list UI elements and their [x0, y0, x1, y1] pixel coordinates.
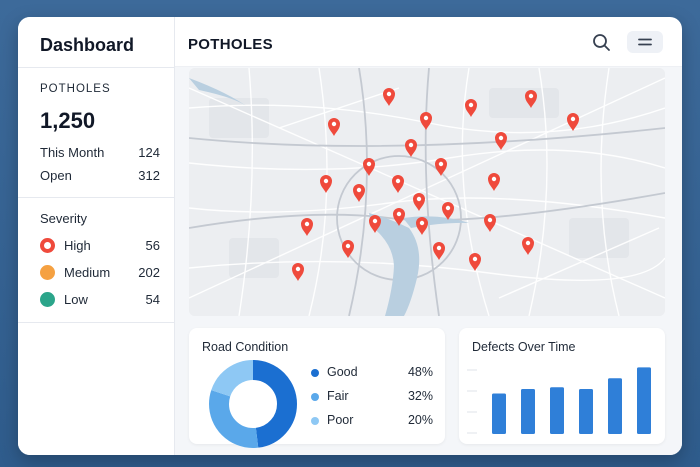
pothole-pin-icon[interactable] — [383, 88, 395, 106]
stat-this-month: This Month 124 — [40, 145, 160, 160]
defects-bar — [521, 389, 535, 434]
donut-slice-fair — [209, 360, 297, 448]
pothole-pins — [292, 88, 579, 281]
pothole-pin-icon[interactable] — [469, 253, 481, 271]
pothole-map[interactable] — [189, 68, 665, 316]
severity-low-row[interactable]: Low 54 — [40, 291, 160, 309]
pothole-pin-icon[interactable] — [392, 175, 404, 193]
main-content: Road Condition Good 48% Fair 32% Poor 20… — [175, 67, 682, 455]
legend-percent: 48% — [407, 365, 433, 379]
map-canvas[interactable] — [189, 68, 665, 316]
divider — [18, 67, 174, 68]
pothole-pin-icon[interactable] — [567, 113, 579, 131]
legend-label: Fair — [327, 389, 349, 403]
medium-severity-dot-icon — [40, 265, 55, 280]
defects-bar-chart — [467, 367, 651, 434]
pothole-pin-icon[interactable] — [416, 217, 428, 235]
severity-count: 54 — [145, 292, 160, 307]
defects-bar — [637, 367, 651, 434]
legend-label: Good — [327, 365, 358, 379]
severity-count: 56 — [145, 238, 160, 253]
pothole-pin-icon[interactable] — [342, 240, 354, 258]
legend-poor: Poor 20% — [311, 413, 433, 429]
pothole-pin-icon[interactable] — [363, 158, 375, 176]
sidebar: Dashboard POTHOLES 1,250 This Month 124 … — [18, 17, 175, 455]
app-window: Dashboard POTHOLES 1,250 This Month 124 … — [18, 17, 682, 455]
stat-value: 124 — [138, 145, 160, 160]
pothole-pin-icon[interactable] — [301, 218, 313, 236]
pothole-pin-icon[interactable] — [495, 132, 507, 150]
low-severity-dot-icon — [40, 292, 55, 307]
legend-label: Poor — [327, 413, 354, 427]
road-condition-donut — [209, 360, 297, 448]
pothole-pin-icon[interactable] — [465, 99, 477, 117]
stat-label: This Month — [40, 145, 105, 160]
app-title: Dashboard — [40, 35, 135, 55]
pothole-pin-icon[interactable] — [522, 237, 534, 255]
legend-swatch — [311, 393, 319, 401]
severity-label: Low — [64, 292, 88, 307]
defects-bar — [579, 389, 593, 434]
divider — [18, 322, 174, 323]
search-icon — [593, 34, 610, 51]
menu-button[interactable] — [627, 31, 663, 53]
divider — [18, 197, 174, 198]
defects-over-time-card: Defects Over Time — [459, 328, 665, 444]
pothole-pin-icon[interactable] — [320, 175, 332, 193]
severity-heading: Severity — [40, 211, 87, 226]
severity-medium-row[interactable]: Medium 202 — [40, 264, 160, 282]
severity-high-row[interactable]: High 56 — [40, 237, 160, 255]
pothole-pin-icon[interactable] — [353, 184, 365, 202]
donut-slice-poor — [209, 360, 297, 448]
defects-bar — [492, 393, 506, 434]
pothole-pin-icon[interactable] — [488, 173, 500, 191]
menu-icon — [638, 38, 652, 46]
legend-fair: Fair 32% — [311, 389, 433, 405]
high-severity-ring-icon — [40, 238, 55, 253]
stat-value: 312 — [138, 168, 160, 183]
pothole-pin-icon[interactable] — [525, 90, 537, 108]
legend-percent: 20% — [407, 413, 433, 427]
main-header: POTHOLES — [175, 17, 682, 67]
defects-title: Defects Over Time — [472, 340, 576, 354]
pothole-pin-icon[interactable] — [405, 139, 417, 157]
search-button[interactable] — [591, 32, 613, 54]
potholes-total: 1,250 — [40, 108, 96, 133]
page-title: POTHOLES — [188, 36, 273, 53]
legend-percent: 32% — [407, 389, 433, 403]
defects-bar — [608, 378, 622, 434]
defects-bar — [550, 387, 564, 434]
pothole-pin-icon[interactable] — [328, 118, 340, 136]
potholes-section-label: POTHOLES — [40, 83, 111, 95]
pothole-pin-icon[interactable] — [413, 193, 425, 211]
pothole-pin-icon[interactable] — [433, 242, 445, 260]
severity-count: 202 — [138, 265, 160, 280]
pothole-pin-icon[interactable] — [393, 208, 405, 226]
pothole-pin-icon[interactable] — [442, 202, 454, 220]
pothole-pin-icon[interactable] — [484, 214, 496, 232]
legend-swatch — [311, 369, 319, 377]
legend-swatch — [311, 417, 319, 425]
legend-good: Good 48% — [311, 365, 433, 381]
stat-open: Open 312 — [40, 168, 160, 183]
road-condition-card: Road Condition Good 48% Fair 32% Poor 20… — [189, 328, 445, 448]
severity-label: Medium — [64, 265, 111, 280]
pothole-pin-icon[interactable] — [435, 158, 447, 176]
severity-label: High — [64, 238, 91, 253]
pothole-pin-icon[interactable] — [369, 215, 381, 233]
pothole-pin-icon[interactable] — [420, 112, 432, 130]
stat-label: Open — [40, 168, 72, 183]
pothole-pin-icon[interactable] — [292, 263, 304, 281]
road-condition-title: Road Condition — [202, 340, 289, 354]
